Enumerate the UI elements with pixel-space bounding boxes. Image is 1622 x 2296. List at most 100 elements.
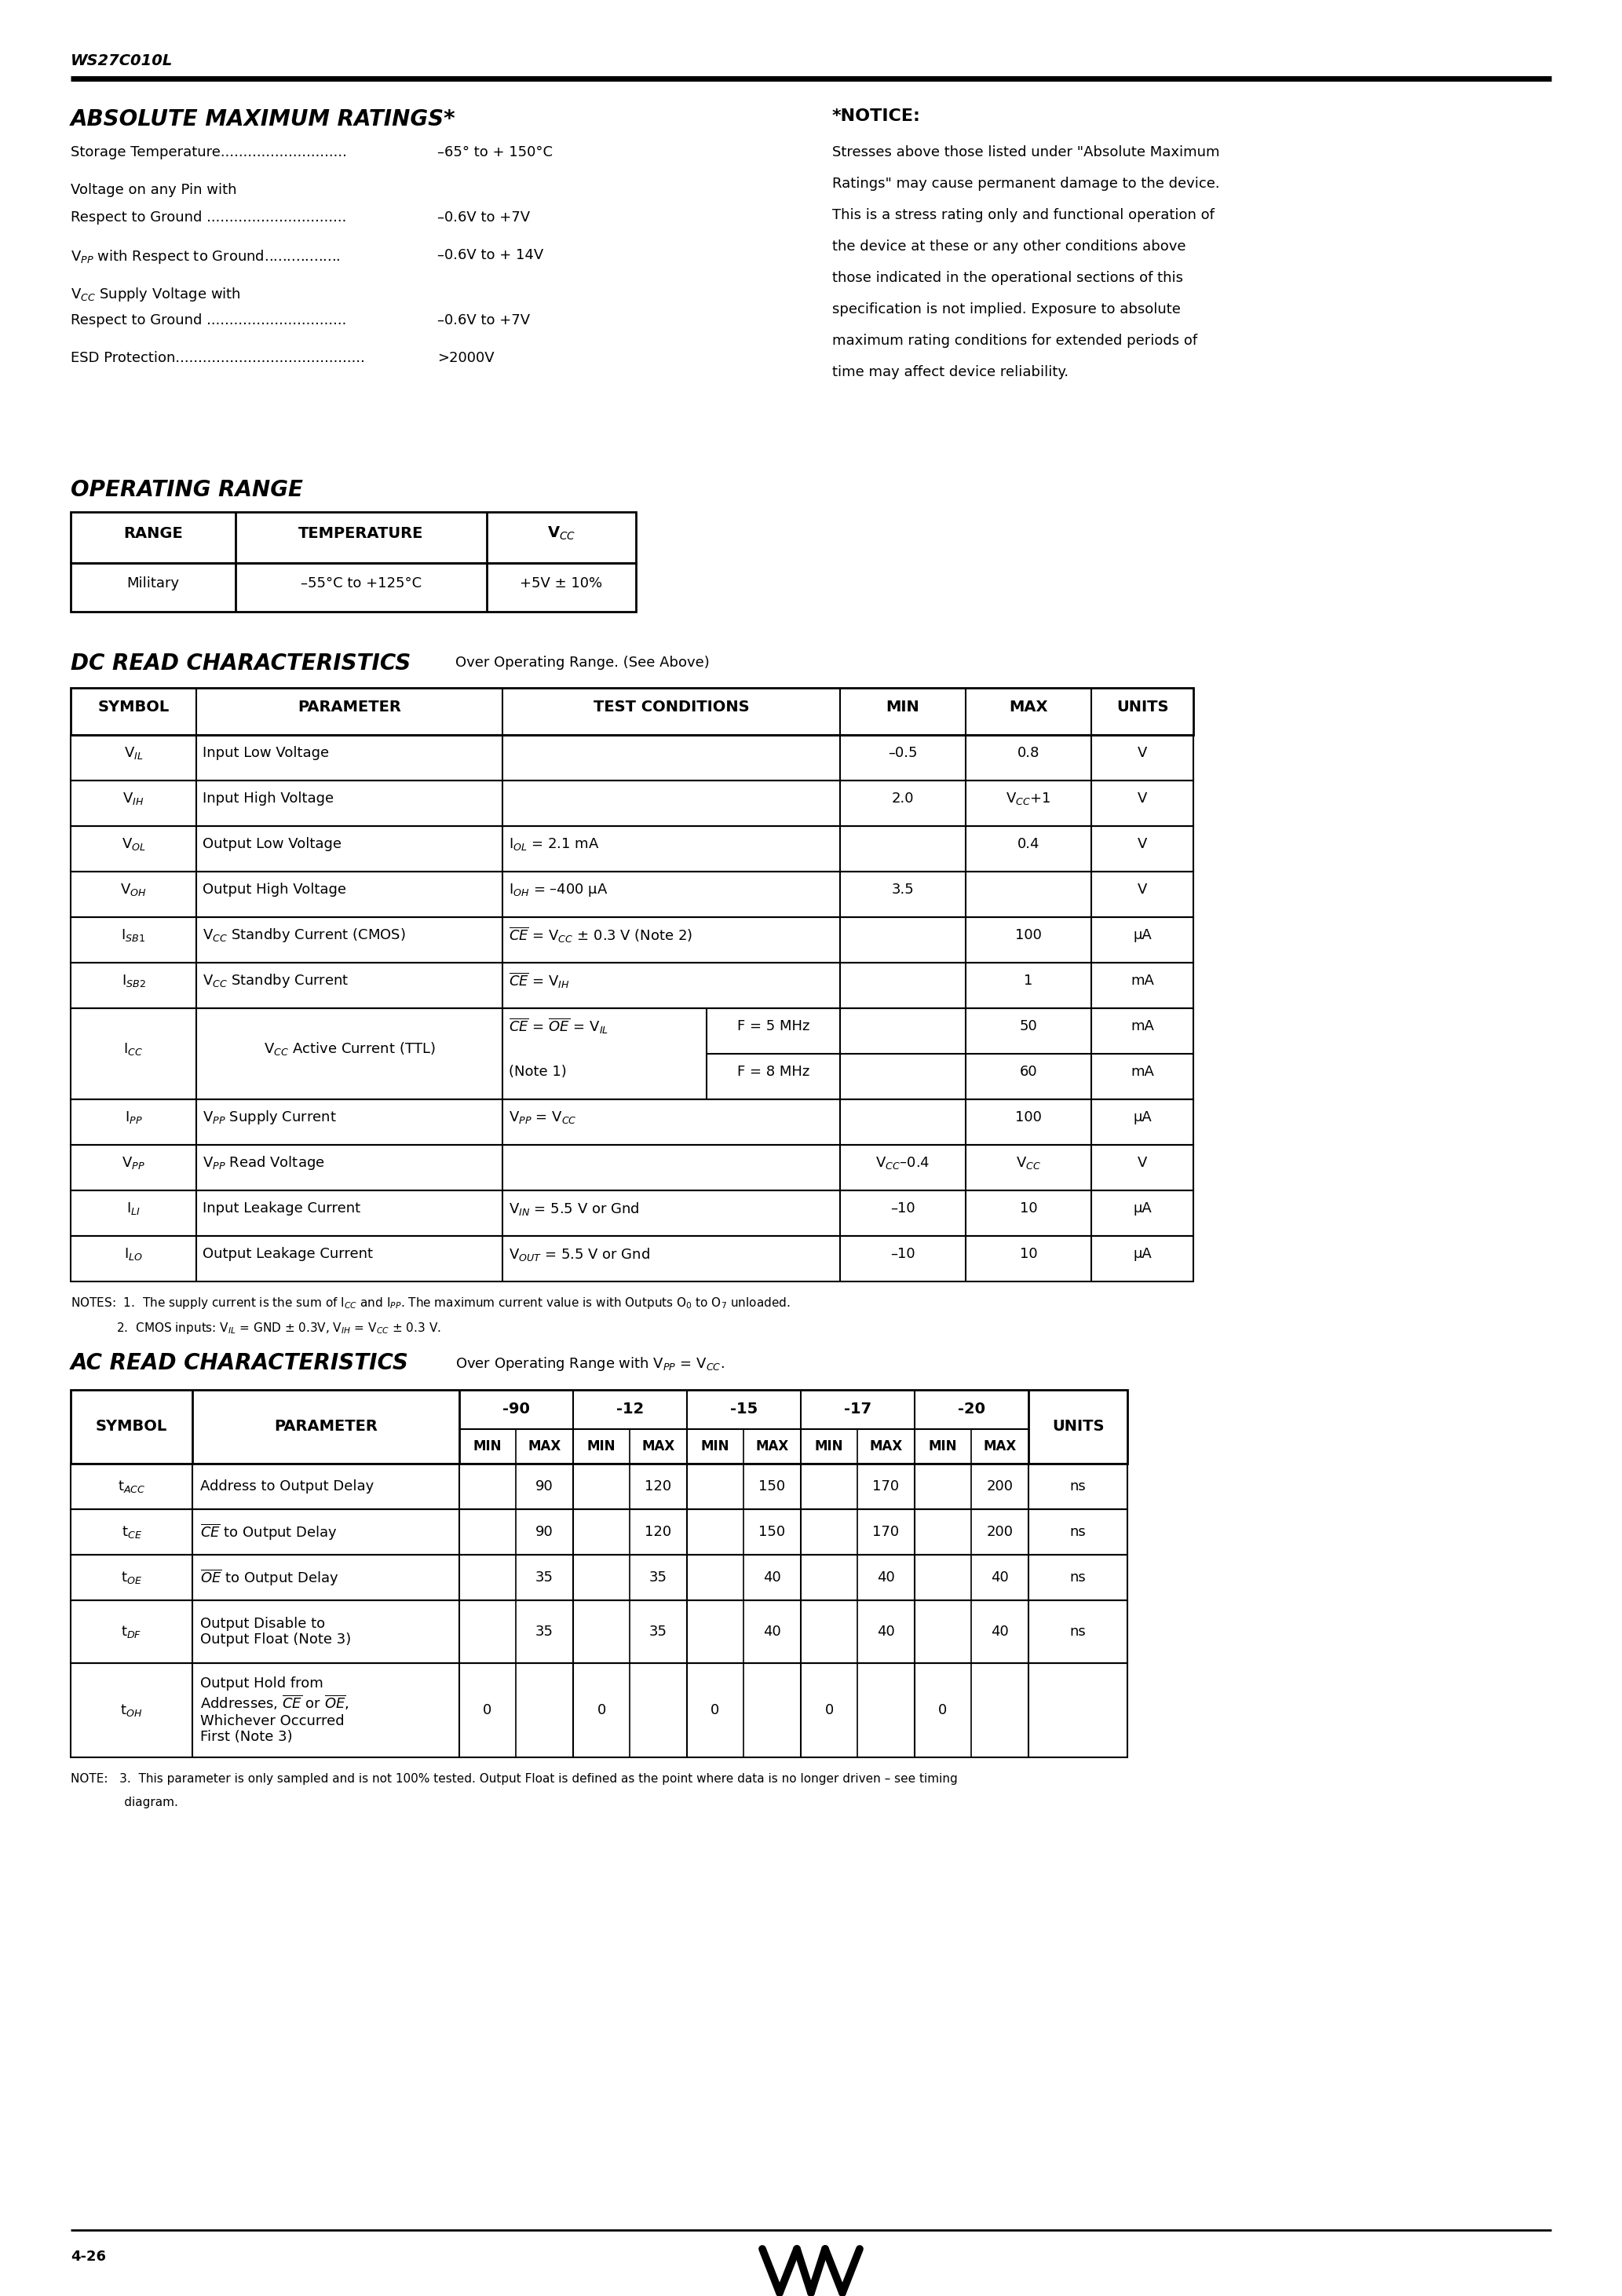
Text: V$_{IL}$: V$_{IL}$ — [123, 746, 143, 760]
Text: V$_{PP}$ Supply Current: V$_{PP}$ Supply Current — [203, 1109, 337, 1125]
Text: Input Low Voltage: Input Low Voltage — [203, 746, 329, 760]
Text: t$_{OH}$: t$_{OH}$ — [120, 1701, 143, 1717]
Text: Output Disable to
Output Float (Note 3): Output Disable to Output Float (Note 3) — [200, 1616, 350, 1646]
Text: time may affect device reliability.: time may affect device reliability. — [832, 365, 1069, 379]
Text: $\overline{OE}$ to Output Delay: $\overline{OE}$ to Output Delay — [200, 1568, 339, 1587]
Text: V$_{PP}$: V$_{PP}$ — [122, 1155, 144, 1171]
Text: WS27C010L: WS27C010L — [71, 53, 174, 69]
Text: $\overline{CE}$ to Output Delay: $\overline{CE}$ to Output Delay — [200, 1522, 337, 1543]
Text: I$_{LO}$: I$_{LO}$ — [123, 1247, 143, 1263]
Text: Address to Output Delay: Address to Output Delay — [200, 1479, 375, 1492]
Text: 120: 120 — [646, 1479, 672, 1492]
Text: t$_{CE}$: t$_{CE}$ — [122, 1525, 141, 1541]
Text: 40: 40 — [764, 1570, 782, 1584]
Text: mA: mA — [1131, 1065, 1153, 1079]
Text: the device at these or any other conditions above: the device at these or any other conditi… — [832, 239, 1186, 253]
Text: 50: 50 — [1020, 1019, 1038, 1033]
Text: NOTES:  1.  The supply current is the sum of I$_{CC}$ and I$_{PP}$. The maximum : NOTES: 1. The supply current is the sum … — [71, 1295, 790, 1311]
Text: mA: mA — [1131, 974, 1153, 987]
Bar — [71, 827, 1194, 872]
Text: ESD Protection..........................................: ESD Protection..........................… — [71, 351, 365, 365]
Text: 40: 40 — [878, 1570, 895, 1584]
Text: MAX: MAX — [983, 1440, 1017, 1453]
Text: μA: μA — [1134, 1111, 1152, 1125]
Text: μA: μA — [1134, 1247, 1152, 1261]
Text: V$_{OUT}$ = 5.5 V or Gnd: V$_{OUT}$ = 5.5 V or Gnd — [509, 1247, 650, 1263]
Bar — [71, 1600, 1127, 1662]
Text: SYMBOL: SYMBOL — [96, 1419, 167, 1435]
Text: V$_{IH}$: V$_{IH}$ — [123, 790, 144, 806]
Text: 200: 200 — [986, 1525, 1014, 1538]
Text: *NOTICE:: *NOTICE: — [832, 108, 921, 124]
Text: Input Leakage Current: Input Leakage Current — [203, 1201, 360, 1215]
Text: This is a stress rating only and functional operation of: This is a stress rating only and functio… — [832, 209, 1215, 223]
Text: Military: Military — [127, 576, 180, 590]
Bar — [71, 1100, 1194, 1146]
Bar — [71, 1389, 1127, 1463]
Text: MAX: MAX — [642, 1440, 675, 1453]
Text: 150: 150 — [759, 1525, 785, 1538]
Text: those indicated in the operational sections of this: those indicated in the operational secti… — [832, 271, 1182, 285]
Text: PARAMETER: PARAMETER — [297, 700, 401, 714]
Text: MIN: MIN — [928, 1440, 957, 1453]
Text: MAX: MAX — [869, 1440, 902, 1453]
Text: (Note 1): (Note 1) — [509, 1065, 566, 1079]
Bar — [71, 1189, 1194, 1235]
Text: SYMBOL: SYMBOL — [97, 700, 169, 714]
Bar — [71, 1008, 1194, 1100]
Text: V$_{CC}$ Supply Voltage with: V$_{CC}$ Supply Voltage with — [71, 285, 240, 303]
Text: MAX: MAX — [1009, 700, 1048, 714]
Text: 120: 120 — [646, 1525, 672, 1538]
Text: MAX: MAX — [756, 1440, 788, 1453]
Text: –0.6V to + 14V: –0.6V to + 14V — [438, 248, 543, 262]
Text: +5V ± 10%: +5V ± 10% — [521, 576, 603, 590]
Text: V$_{CC}$–0.4: V$_{CC}$–0.4 — [876, 1155, 929, 1171]
Text: ns: ns — [1071, 1479, 1087, 1492]
Text: 60: 60 — [1020, 1065, 1038, 1079]
Text: –10: –10 — [890, 1201, 915, 1215]
Text: V: V — [1137, 838, 1147, 852]
Bar — [71, 781, 1194, 827]
Text: V$_{PP}$ = V$_{CC}$: V$_{PP}$ = V$_{CC}$ — [509, 1109, 577, 1125]
Text: Over Operating Range. (See Above): Over Operating Range. (See Above) — [456, 657, 709, 670]
Text: Output High Voltage: Output High Voltage — [203, 882, 345, 898]
Text: 2.0: 2.0 — [892, 792, 915, 806]
Text: 4-26: 4-26 — [71, 2250, 105, 2264]
Text: 100: 100 — [1015, 928, 1041, 941]
Text: μA: μA — [1134, 928, 1152, 941]
Text: -17: -17 — [843, 1403, 871, 1417]
Text: specification is not implied. Exposure to absolute: specification is not implied. Exposure t… — [832, 303, 1181, 317]
Text: 0: 0 — [824, 1704, 834, 1717]
Text: 0: 0 — [710, 1704, 720, 1717]
Bar — [71, 1508, 1127, 1554]
Text: I$_{CC}$: I$_{CC}$ — [123, 1040, 143, 1056]
Bar — [71, 962, 1194, 1008]
Text: $\overline{CE}$ = V$_{CC}$ ± 0.3 V (Note 2): $\overline{CE}$ = V$_{CC}$ ± 0.3 V (Note… — [509, 925, 693, 946]
Text: Storage Temperature............................: Storage Temperature.....................… — [71, 145, 347, 158]
Text: Output Leakage Current: Output Leakage Current — [203, 1247, 373, 1261]
Bar — [71, 1662, 1127, 1756]
Bar — [71, 1463, 1127, 1508]
Text: diagram.: diagram. — [71, 1795, 178, 1809]
Text: 2.  CMOS inputs: V$_{IL}$ = GND ± 0.3V, V$_{IH}$ = V$_{CC}$ ± 0.3 V.: 2. CMOS inputs: V$_{IL}$ = GND ± 0.3V, V… — [71, 1320, 441, 1336]
Text: 40: 40 — [764, 1626, 782, 1639]
Text: 90: 90 — [535, 1479, 553, 1492]
Text: V$_{CC}$: V$_{CC}$ — [1015, 1155, 1041, 1171]
Text: I$_{OH}$ = –400 μA: I$_{OH}$ = –400 μA — [509, 882, 608, 898]
Bar — [71, 916, 1194, 962]
Text: TEST CONDITIONS: TEST CONDITIONS — [594, 700, 749, 714]
Text: I$_{OL}$ = 2.1 mA: I$_{OL}$ = 2.1 mA — [509, 836, 600, 852]
Text: 150: 150 — [759, 1479, 785, 1492]
Text: Output Hold from
Addresses, $\overline{CE}$ or $\overline{OE}$,
Whichever Occurr: Output Hold from Addresses, $\overline{C… — [200, 1676, 349, 1745]
Text: V: V — [1137, 882, 1147, 898]
Text: RANGE: RANGE — [123, 526, 183, 542]
Text: ns: ns — [1071, 1570, 1087, 1584]
Text: 35: 35 — [535, 1626, 553, 1639]
Text: I$_{SB2}$: I$_{SB2}$ — [122, 974, 146, 990]
Text: ABSOLUTE MAXIMUM RATINGS*: ABSOLUTE MAXIMUM RATINGS* — [71, 108, 456, 131]
Text: TEMPERATURE: TEMPERATURE — [298, 526, 423, 542]
Text: Input High Voltage: Input High Voltage — [203, 792, 334, 806]
Text: -12: -12 — [616, 1403, 644, 1417]
Bar — [71, 1146, 1194, 1189]
Text: 3.5: 3.5 — [892, 882, 915, 898]
